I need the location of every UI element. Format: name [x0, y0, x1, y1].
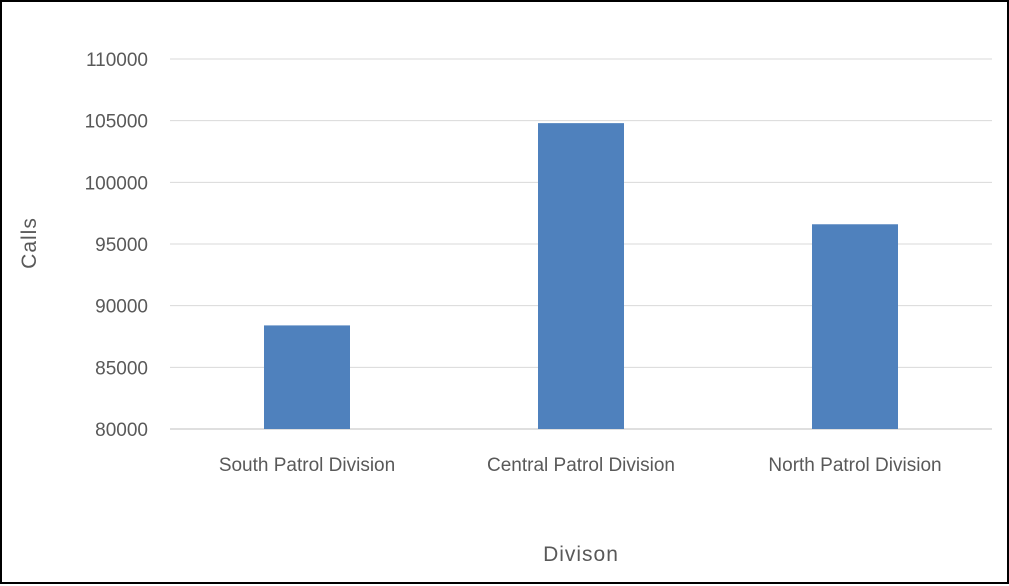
y-tick-label: 85000 — [95, 358, 148, 379]
x-axis-title: Divison — [543, 543, 619, 566]
y-tick-label: 110000 — [86, 50, 148, 71]
bar-north-patrol-division — [812, 224, 898, 429]
y-tick-label: 95000 — [95, 235, 148, 256]
y-tick-label: 100000 — [85, 173, 148, 194]
x-category-label: North Patrol Division — [768, 455, 941, 476]
bar-central-patrol-division — [538, 123, 624, 429]
x-category-label: South Patrol Division — [219, 455, 395, 476]
x-axis-category-labels: South Patrol Division Central Patrol Divi… — [219, 455, 942, 476]
y-axis-tick-labels: 80000 85000 90000 95000 100000 105000 110000 — [85, 50, 148, 441]
bar-south-patrol-division — [264, 325, 350, 429]
y-axis-title: Calls — [18, 217, 41, 269]
y-tick-label: 105000 — [85, 112, 148, 133]
y-tick-label: 80000 — [95, 420, 148, 441]
bars — [264, 123, 898, 429]
x-category-label: Central Patrol Division — [487, 455, 675, 476]
y-tick-label: 90000 — [95, 297, 148, 318]
